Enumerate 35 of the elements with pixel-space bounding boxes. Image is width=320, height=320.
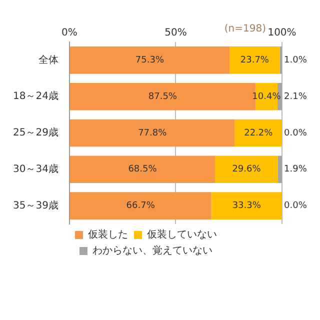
y-tick-label: 25～29歳 (12, 126, 58, 139)
y-tick-label: 30～34歳 (12, 162, 58, 175)
data-label: 29.6% (232, 164, 262, 175)
data-label: 68.5% (128, 164, 158, 175)
data-label: 1.0% (284, 56, 308, 66)
data-label: 87.5% (148, 92, 178, 102)
data-label: 75.3% (135, 56, 164, 66)
data-label: 2.1% (284, 92, 308, 102)
x-tick-label: 100% (268, 28, 296, 39)
data-label: 0.0% (284, 201, 308, 212)
data-label: 66.7% (126, 201, 156, 212)
data-label: 77.8% (138, 128, 168, 138)
bar (234, 119, 282, 147)
x-tick-label: 50% (164, 28, 187, 39)
legend-label: 仮装した (88, 228, 128, 241)
y-tick-label: 35～39歳 (12, 199, 58, 212)
bar (230, 46, 280, 74)
x-tick-label: 0% (62, 28, 78, 39)
bar (70, 192, 212, 220)
data-label: 1.9% (284, 164, 308, 175)
bar (211, 192, 282, 220)
data-label: 23.7% (240, 56, 270, 66)
y-tick-label: 全体 (38, 54, 58, 66)
text: (n=198) (224, 24, 266, 35)
data-label: 33.3% (232, 201, 262, 212)
legend-label: 仮装していない (147, 228, 217, 241)
y-tick-label: 18～24歳 (12, 90, 58, 102)
bar (70, 156, 216, 184)
data-label: 0.0% (284, 128, 308, 138)
bar (215, 156, 278, 184)
bar (278, 156, 282, 184)
bar (70, 119, 235, 147)
legend-label: わからない、覚えていない (92, 244, 212, 257)
bar (70, 46, 230, 74)
data-label: 22.2% (244, 128, 274, 138)
